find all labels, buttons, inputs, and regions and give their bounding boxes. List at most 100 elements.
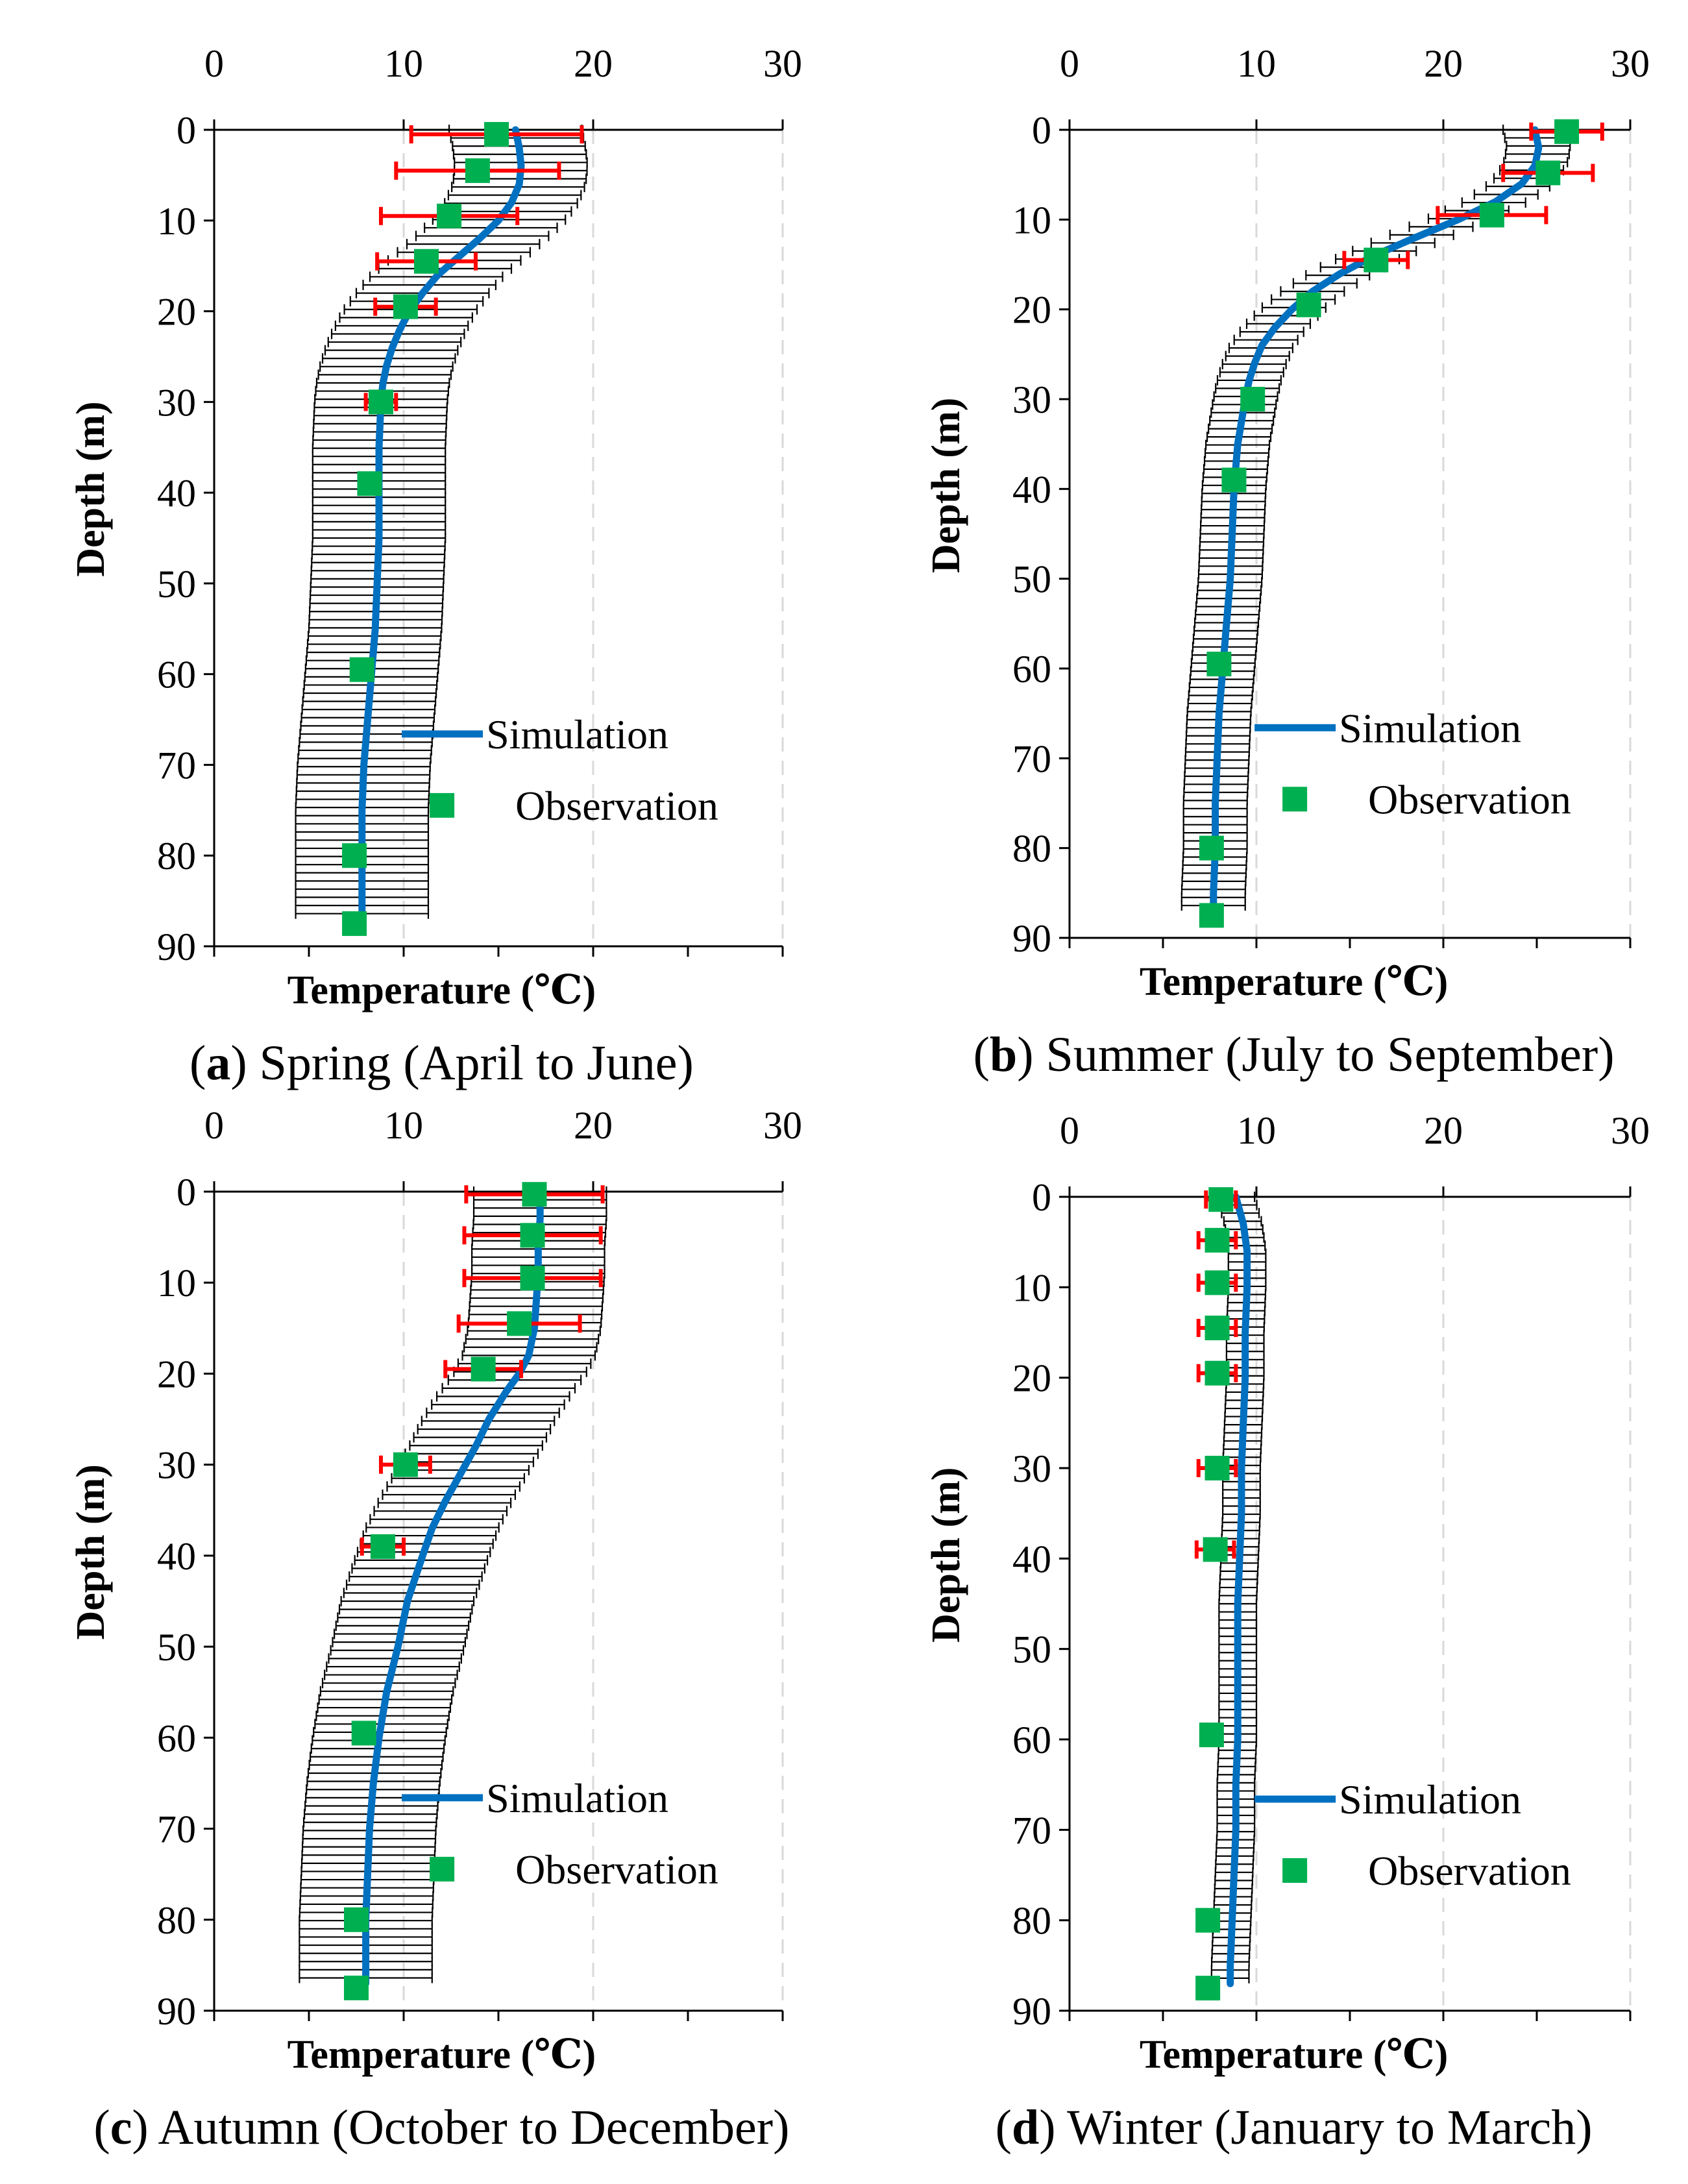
chart-b-legend-observation-label: Observation (1368, 776, 1571, 822)
chart-c-y-tick-label: 20 (157, 1353, 196, 1395)
chart-d-y-tick-label: 50 (1012, 1628, 1051, 1671)
chart-a-y-tick-label: 10 (157, 200, 196, 243)
chart-a-y-tick-label: 70 (157, 744, 196, 787)
chart-b-y-tick-label: 40 (1012, 468, 1051, 511)
chart-b-y-tick-label: 10 (1012, 199, 1051, 241)
chart-a-y-tick-label: 50 (157, 563, 196, 606)
chart-d-y-tick-label: 0 (1032, 1176, 1051, 1219)
chart-b-x-tick-label: 20 (1424, 42, 1463, 85)
chart-b-caption-text: ) Summer (July to September) (1017, 1027, 1614, 1082)
chart-c-x-tick-label: 10 (384, 1104, 423, 1147)
chart-b-observation-point (1221, 467, 1247, 493)
chart-c-x-tick-label: 30 (763, 1104, 802, 1147)
chart-d-y-tick-label: 10 (1012, 1266, 1051, 1309)
chart-c-caption-text: ) Autumn (October to December) (132, 2100, 789, 2155)
chart-b-y-tick-label: 80 (1012, 828, 1051, 870)
chart-a-observation-point (393, 294, 418, 319)
chart-c-y-tick-label: 90 (157, 1990, 196, 2033)
chart-a-x-axis-title: Temperature (℃) (287, 968, 596, 1012)
chart-d-y-tick-label: 90 (1012, 1990, 1051, 2033)
chart-a-caption-open: ( (190, 1036, 206, 1090)
chart-c-caption-letter: c (110, 2100, 132, 2155)
chart-a-observation-point (414, 249, 439, 274)
chart-b-y-tick-label: 50 (1012, 558, 1051, 601)
chart-d-observation-point (1205, 1316, 1230, 1341)
chart-c-x-tick-label: 20 (574, 1104, 613, 1147)
chart-a-y-tick-label: 80 (157, 835, 196, 877)
chart-d-y-tick-label: 70 (1012, 1809, 1051, 1852)
chart-b-x-tick-label: 0 (1060, 42, 1079, 85)
chart-b-legend-observation-swatch (1282, 787, 1308, 812)
chart-c-y-tick-label: 60 (157, 1717, 196, 1760)
chart-c-y-tick-label: 0 (177, 1171, 196, 1214)
chart-c-caption: (c) Autumn (October to December) (93, 2100, 789, 2155)
chart-a-legend-observation-swatch (430, 792, 455, 818)
chart-d-caption: (d) Winter (January to March) (996, 2100, 1593, 2155)
chart-c-observation-point (393, 1452, 418, 1477)
chart-a-caption-letter: a (206, 1036, 230, 1090)
chart-b-caption: (b) Summer (July to September) (973, 1027, 1615, 1082)
chart-b-y-tick-label: 90 (1012, 917, 1051, 960)
chart-b-y-tick-label: 0 (1032, 109, 1051, 152)
chart-b-y-axis-title: Depth (m) (924, 398, 968, 573)
chart-c-observation-point (522, 1182, 547, 1207)
chart-a-observation-point (437, 203, 462, 228)
chart-a-y-tick-label: 90 (157, 926, 196, 968)
chart-b-observation-point (1479, 202, 1504, 228)
chart-c-observation-point (471, 1356, 496, 1382)
chart-d-caption-text: ) Winter (January to March) (1039, 2100, 1592, 2155)
chart-b-observation-point (1535, 160, 1561, 186)
chart-b-observation-point (1206, 652, 1232, 677)
chart-b-x-tick-label: 30 (1611, 42, 1650, 85)
chart-d-x-tick-label: 30 (1611, 1109, 1650, 1152)
chart-d-observation-point (1205, 1270, 1230, 1295)
chart-d-observation-point (1195, 1908, 1221, 1933)
chart-a-caption: (a) Spring (April to June) (190, 1036, 694, 1090)
chart-d-y-axis-title: Depth (m) (924, 1467, 968, 1643)
chart-b-observation-point (1296, 292, 1321, 317)
chart-d-simulation-line (1227, 1193, 1251, 1987)
chart-a-observation-point (368, 389, 393, 415)
chart-a-x-tick-label: 10 (384, 42, 423, 85)
chart-a-x-tick-label: 20 (574, 42, 613, 85)
chart-b-y-tick-label: 60 (1012, 648, 1051, 691)
chart-d-y-tick-label: 60 (1012, 1719, 1051, 1761)
chart-a-legend-observation-label: Observation (515, 783, 718, 829)
chart-c-x-axis-title: Temperature (℃) (287, 2033, 596, 2077)
chart-b-observation-point (1364, 247, 1389, 273)
chart-a-observation-point (342, 843, 367, 868)
chart-d: 0 10 20 30 40 50 60 70 80 90 0 10 20 30 Simulation Obse… (924, 1109, 1650, 2155)
chart-d-legend-observation-label: Observation (1368, 1848, 1571, 1894)
chart-b-caption-letter: b (990, 1027, 1017, 1082)
chart-a-y-axis-title: Depth (m) (69, 401, 113, 576)
chart-b-observation-point (1240, 387, 1266, 411)
chart-c-caption-open: ( (93, 2100, 110, 2155)
chart-c-y-tick-label: 10 (157, 1262, 196, 1305)
chart-b-y-tick-label: 20 (1012, 289, 1051, 332)
chart-c-legend-observation-swatch (430, 1856, 455, 1882)
chart-c-y-tick-label: 70 (157, 1808, 196, 1851)
chart-a-y-tick-label: 20 (157, 291, 196, 334)
chart-a-observation-point (484, 121, 509, 147)
chart-c-observation-point (520, 1223, 545, 1248)
chart-b-y-tick-label: 30 (1012, 378, 1051, 421)
chart-c-y-tick-label: 40 (157, 1535, 196, 1578)
chart-d-x-tick-label: 20 (1424, 1109, 1463, 1152)
chart-b: 0 10 20 30 40 50 60 70 80 90 0 10 20 30 Simulation Obse… (924, 42, 1650, 1082)
chart-b-x-tick-label: 10 (1237, 42, 1276, 85)
chart-a-x-tick-label: 30 (763, 42, 802, 85)
chart-a-observation-point (357, 471, 382, 497)
chart-d-y-tick-label: 80 (1012, 1900, 1051, 1943)
chart-d-observation-point (1195, 1976, 1221, 2001)
chart-b-observation-point (1199, 835, 1224, 861)
chart-a-y-tick-label: 0 (177, 109, 196, 152)
chart-b-simulation-line (1210, 126, 1543, 914)
chart-d-y-tick-label: 40 (1012, 1538, 1051, 1580)
chart-d-legend-simulation-label: Simulation (1339, 1776, 1521, 1822)
chart-c-simulation-line (362, 1188, 544, 1987)
chart-d-caption-open: ( (996, 2100, 1012, 2155)
chart-c-y-tick-label: 80 (157, 1899, 196, 1942)
chart-b-legend-simulation-label: Simulation (1339, 705, 1521, 751)
chart-c-y-tick-label: 30 (157, 1444, 196, 1487)
